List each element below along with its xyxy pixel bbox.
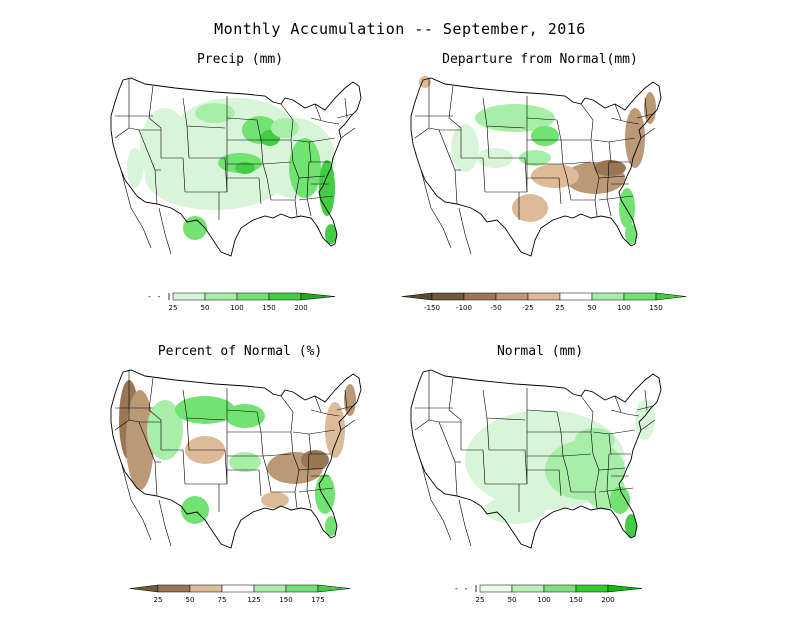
- main-title: Monthly Accumulation -- September, 2016: [214, 20, 586, 38]
- tick-label: 25: [169, 304, 178, 312]
- panel-title: Departure from Normal(mm): [442, 52, 638, 67]
- tick-label: 50: [201, 304, 210, 312]
- tick-label: 25: [476, 596, 485, 604]
- normal-map-panel: Normal (mm): [395, 344, 685, 574]
- tick-label: 100: [537, 596, 550, 604]
- departure-map-panel: Departure from Normal(mm): [395, 52, 685, 282]
- tick-label: -100: [456, 304, 472, 312]
- percent-map: [110, 369, 362, 549]
- tick-label: -25: [522, 304, 533, 312]
- tick-label: 150: [279, 596, 292, 604]
- tick-label: 50: [186, 596, 195, 604]
- tick-label: 50: [508, 596, 517, 604]
- tick-label: 200: [294, 304, 307, 312]
- tick-label: 150: [262, 304, 275, 312]
- tick-label: 25: [556, 304, 565, 312]
- svg-text:- -: - -: [147, 292, 161, 301]
- panel-title: Percent of Normal (%): [157, 344, 323, 359]
- tick-label: 150: [569, 596, 582, 604]
- departure-map: [410, 76, 662, 257]
- panel-title: Normal (mm): [496, 344, 584, 359]
- precip-map: [110, 77, 362, 257]
- tick-label: 100: [230, 304, 243, 312]
- tick-label: 125: [247, 596, 260, 604]
- precip-colorbar: - - 25 50 100 150 200: [145, 291, 340, 315]
- percent-colorbar: 25 50 75 125 150 175: [128, 583, 358, 607]
- tick-label: -150: [424, 304, 440, 312]
- tick-label: 150: [649, 304, 662, 312]
- tick-label: 25: [154, 596, 163, 604]
- normal-map: [410, 369, 662, 549]
- panel-title: Precip (mm): [196, 52, 284, 67]
- tick-label: 50: [588, 304, 597, 312]
- tick-label: 100: [617, 304, 630, 312]
- normal-colorbar: - - 25 50 100 150 200: [452, 583, 647, 607]
- tick-label: 200: [601, 596, 614, 604]
- svg-text:- -: - -: [454, 584, 468, 593]
- precip-map-panel: Precip (mm): [95, 52, 385, 282]
- percent-map-panel: Percent of Normal (%): [95, 344, 385, 574]
- tick-label: -50: [490, 304, 501, 312]
- tick-label: 75: [218, 596, 227, 604]
- departure-colorbar: -150 -100 -50 -25 25 50 100 150: [400, 291, 695, 315]
- tick-label: 175: [311, 596, 324, 604]
